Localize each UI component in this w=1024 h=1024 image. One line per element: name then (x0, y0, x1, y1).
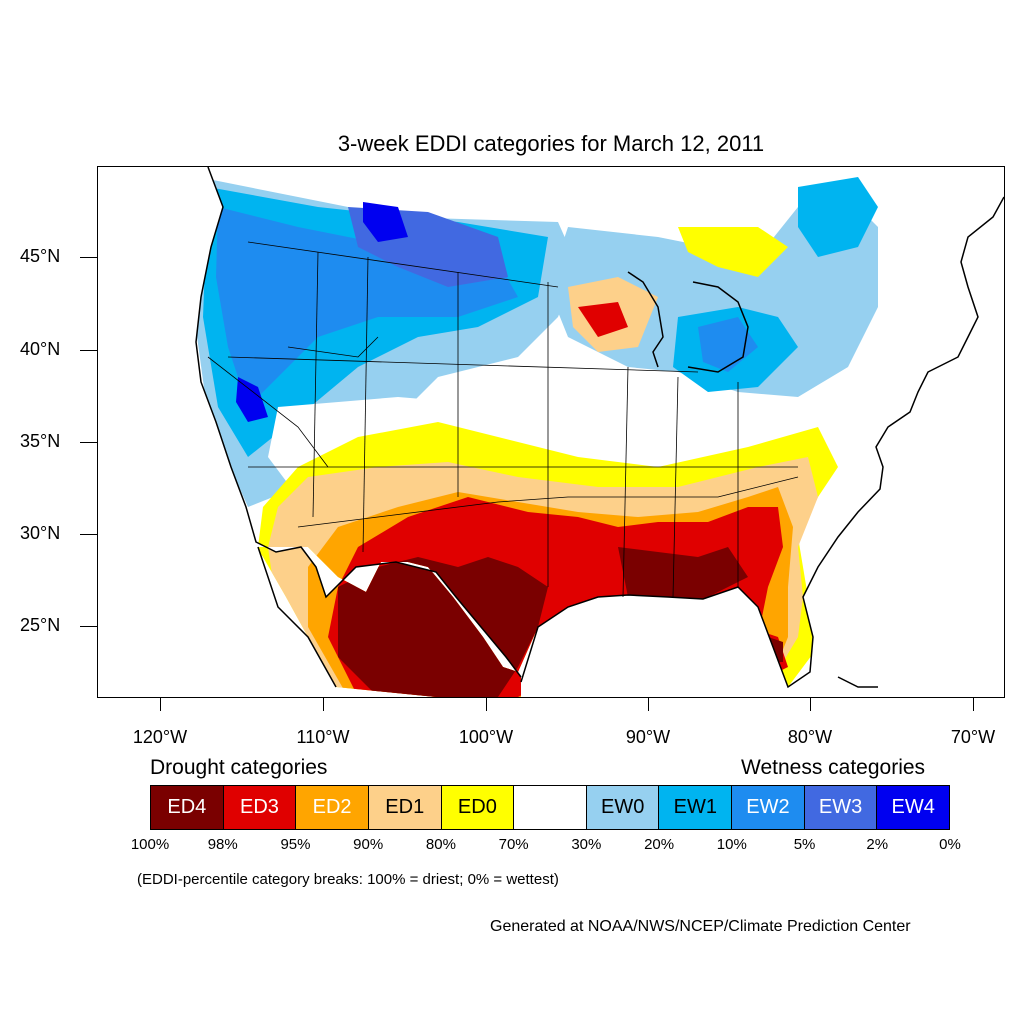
legend-box-ew4: EW4 (876, 786, 950, 829)
category-note: (EDDI-percentile category breaks: 100% =… (137, 871, 559, 888)
lon-tick (323, 697, 324, 711)
legend-box-ed3: ED3 (222, 786, 296, 829)
lat-tick (80, 350, 97, 351)
legend-box-ed0: ED0 (440, 786, 514, 829)
map-panel (97, 166, 1005, 698)
lat-tick (80, 442, 97, 443)
lon-label: 100°W (458, 727, 514, 747)
lon-tick (973, 697, 974, 711)
percentile-label: 98% (207, 836, 238, 853)
percentile-label: 30% (571, 836, 602, 853)
lon-label: 80°W (787, 727, 833, 747)
lat-label: 30°N (20, 523, 61, 543)
lat-label: 45°N (20, 246, 61, 266)
legend-box-ew3: EW3 (803, 786, 877, 829)
legend-box-ed1: ED1 (367, 786, 441, 829)
percentile-label: 80% (425, 836, 456, 853)
lat-label: 40°N (20, 339, 61, 359)
percentile-label: 95% (280, 836, 311, 853)
lat-tick (80, 257, 97, 258)
legend-box-ew1: EW1 (658, 786, 732, 829)
percentile-label: 5% (793, 836, 816, 853)
legend-box-ed2: ED2 (295, 786, 368, 829)
category-legend: ED4 ED3 ED2 ED1 ED0 EW0 EW1 EW2 EW3 EW4 (150, 785, 950, 830)
lon-label: 90°W (625, 727, 671, 747)
lon-tick (810, 697, 811, 711)
legend-box-ew2: EW2 (731, 786, 804, 829)
lat-label: 25°N (20, 615, 61, 635)
lat-label: 35°N (20, 431, 61, 451)
eddi-field (196, 167, 1004, 697)
credit-line: Generated at NOAA/NWS/NCEP/Climate Predi… (490, 918, 911, 935)
percentile-label: 90% (353, 836, 384, 853)
percentile-label: 20% (644, 836, 675, 853)
percentile-label: 70% (498, 836, 529, 853)
drought-legend-title: Drought categories (150, 756, 328, 779)
state-borders (207, 241, 799, 598)
wetness-legend-title: Wetness categories (741, 756, 926, 779)
lat-tick (80, 534, 97, 535)
percentile-label: 0% (939, 836, 961, 853)
percentile-label: 2% (866, 836, 889, 853)
lon-label: 110°W (296, 727, 350, 747)
coastline (195, 167, 1004, 689)
legend-box-neutral (513, 786, 586, 829)
lon-tick (160, 697, 161, 711)
lon-label: 120°W (132, 727, 188, 747)
lon-label: 70°W (950, 727, 996, 747)
eddi-map (195, 167, 1004, 697)
map-title: 3-week EDDI categories for March 12, 201… (337, 131, 765, 156)
percentile-label: 100% (130, 836, 170, 853)
legend-box-ew0: EW0 (585, 786, 659, 829)
lat-tick (80, 626, 97, 627)
legend-box-ed4: ED4 (151, 786, 223, 829)
lon-tick (486, 697, 487, 711)
lon-tick (648, 697, 649, 711)
percentile-label: 10% (716, 836, 747, 853)
